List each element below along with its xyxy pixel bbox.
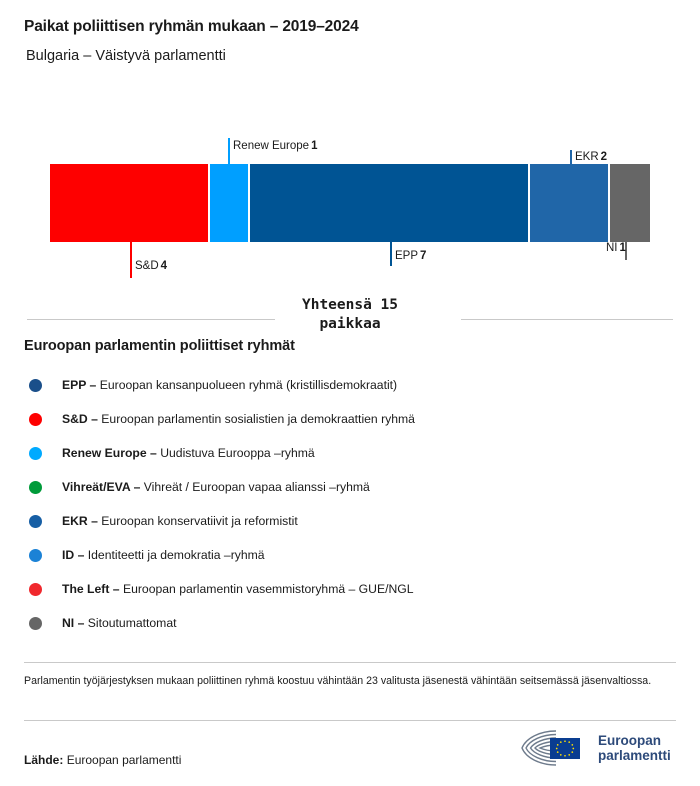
legend-desc-sd: Euroopan parlamentin sosialistien ja dem…	[101, 412, 415, 426]
leader-line-epp	[390, 242, 392, 266]
legend-item-epp[interactable]: EPP – Euroopan kansanpuolueen ryhmä (kri…	[24, 368, 676, 402]
legend-heading: Euroopan parlamentin poliittiset ryhmät	[24, 338, 295, 354]
european-parliament-logo: Euroopan parlamentti	[516, 727, 678, 769]
source-value: Euroopan parlamentti	[66, 753, 182, 767]
legend-dot-icon	[29, 480, 42, 494]
legend-item-id[interactable]: ID – Identiteetti ja demokratia –ryhmä	[24, 538, 676, 572]
legend-abbr-the-left: The Left –	[62, 582, 120, 596]
legend-abbr-greens: Vihreät/EVA –	[62, 480, 141, 494]
logo-wordmark-line2: parlamentti	[598, 748, 671, 763]
stacked-bar	[50, 164, 650, 242]
total-rule-right	[461, 319, 673, 320]
bar-segment-renew[interactable]	[209, 164, 250, 242]
bar-segment-ni[interactable]	[609, 164, 650, 242]
callout-renew: Renew Europe 1	[233, 140, 318, 153]
total-seats-block: Yhteensä 15 paikkaa	[0, 296, 700, 336]
leader-line-sd	[130, 242, 132, 278]
callout-epp-label: EPP	[395, 250, 419, 262]
legend-dot-icon	[29, 378, 42, 392]
chart-header: Paikat poliittisen ryhmän mukaan – 2019–…	[24, 18, 676, 64]
legend-desc-ekr: Euroopan konservatiivit ja reformistit	[101, 514, 298, 528]
callout-sd: S&D 4	[135, 260, 168, 273]
legend-dot-icon	[29, 616, 42, 630]
page-subtitle: Bulgaria – Väistyvä parlamentti	[26, 48, 226, 64]
legend-desc-id: Identiteetti ja demokratia –ryhmä	[87, 548, 265, 562]
legend-abbr-ekr: EKR –	[62, 514, 98, 528]
legend-dot-icon	[29, 514, 42, 528]
callout-ekr-label: EKR	[575, 151, 599, 163]
hemicycle-flag-icon	[516, 727, 592, 769]
legend-item-renew[interactable]: Renew Europe – Uudistuva Eurooppa –ryhmä	[24, 436, 676, 470]
callout-epp: EPP 7	[395, 250, 427, 263]
callout-ni: NI 1	[606, 242, 626, 255]
bar-segment-epp[interactable]	[249, 164, 530, 242]
footnote-text: Parlamentin työjärjestyksen mukaan polii…	[24, 675, 652, 687]
footnote-divider-bottom	[24, 720, 676, 721]
callout-ni-label: NI	[606, 242, 618, 254]
legend-item-ekr[interactable]: EKR – Euroopan konservatiivit ja reformi…	[24, 504, 676, 538]
legend-abbr-epp: EPP –	[62, 378, 97, 392]
source-label: Lähde:	[24, 753, 64, 767]
source-line: Lähde: Euroopan parlamentti	[24, 753, 181, 767]
legend-item-sd[interactable]: S&D – Euroopan parlamentin sosialistien …	[24, 402, 676, 436]
callout-renew-label: Renew Europe	[233, 140, 310, 152]
logo-wordmark: Euroopan parlamentti	[592, 733, 671, 764]
legend: Euroopan parlamentin poliittiset ryhmät …	[24, 338, 676, 640]
legend-dot-icon	[29, 548, 42, 562]
legend-dot-icon	[29, 446, 42, 460]
legend-dot-icon	[29, 582, 42, 596]
leader-line-ekr	[570, 150, 572, 164]
callout-ekr-value: 2	[600, 151, 608, 163]
total-seats-line2: paikkaa	[319, 315, 381, 332]
callout-epp-value: 7	[420, 250, 427, 262]
total-seats-text: Yhteensä 15 paikkaa	[0, 296, 700, 333]
legend-abbr-ni: NI –	[62, 616, 85, 630]
legend-desc-ni: Sitoutumattomat	[87, 616, 177, 630]
callout-sd-label: S&D	[135, 260, 159, 272]
callout-ekr: EKR 2	[575, 151, 608, 164]
legend-dot-icon	[29, 412, 42, 426]
callout-renew-value: 1	[311, 140, 318, 152]
legend-abbr-renew: Renew Europe –	[62, 446, 157, 460]
legend-item-greens[interactable]: Vihreät/EVA – Vihreät / Euroopan vapaa a…	[24, 470, 676, 504]
leader-line-ni	[625, 242, 627, 260]
callout-ni-value: 1	[619, 242, 626, 254]
total-rule-left	[27, 319, 275, 320]
legend-desc-greens: Vihreät / Euroopan vapaa alianssi –ryhmä	[143, 480, 370, 494]
legend-desc-epp: Euroopan kansanpuolueen ryhmä (kristilli…	[99, 378, 398, 392]
footnote-divider-top	[24, 662, 676, 663]
legend-abbr-sd: S&D –	[62, 412, 98, 426]
leader-line-renew	[228, 138, 230, 164]
logo-wordmark-line1: Euroopan	[598, 732, 661, 748]
legend-abbr-id: ID –	[62, 548, 85, 562]
bar-segment-ekr[interactable]	[529, 164, 610, 242]
legend-item-the-left[interactable]: The Left – Euroopan parlamentin vasemmis…	[24, 572, 676, 606]
legend-desc-the-left: Euroopan parlamentin vasemmistoryhmä – G…	[122, 582, 414, 596]
seat-distribution-chart: Renew Europe 1 EKR 2 S&D 4 EPP 7 NI 1	[0, 130, 700, 290]
legend-item-ni[interactable]: NI – Sitoutumattomat	[24, 606, 676, 640]
bar-segment-sd[interactable]	[50, 164, 210, 242]
callout-sd-value: 4	[160, 260, 168, 272]
page-title: Paikat poliittisen ryhmän mukaan – 2019–…	[24, 18, 359, 35]
legend-desc-renew: Uudistuva Eurooppa –ryhmä	[160, 446, 315, 460]
total-seats-line1: Yhteensä 15	[301, 297, 399, 313]
